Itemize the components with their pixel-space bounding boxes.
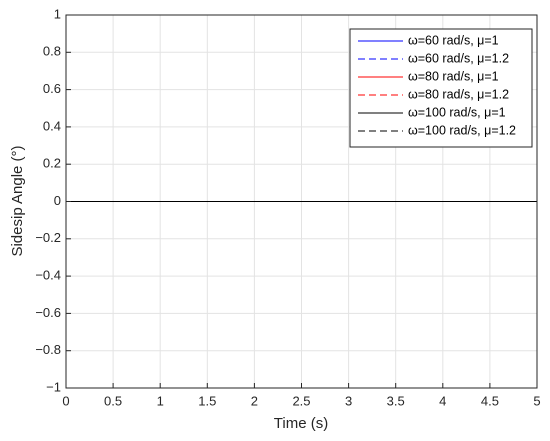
y-tick-label: −0.6 [35, 305, 61, 320]
x-tick-label: 1.5 [198, 393, 216, 408]
x-tick-label: 0 [62, 393, 69, 408]
legend-label: ω=80 rad/s, μ=1.2 [408, 87, 509, 101]
x-tick-label: 5 [533, 393, 540, 408]
legend-label: ω=60 rad/s, μ=1 [408, 33, 499, 47]
x-tick-label: 1 [157, 393, 164, 408]
y-tick-label: −0.4 [35, 268, 61, 283]
y-tick-label: −1 [46, 379, 61, 394]
legend: ω=60 rad/s, μ=1 ω=60 rad/s, μ=1.2 ω=80 rad… [349, 28, 533, 148]
y-tick-label: 0.6 [43, 81, 61, 96]
x-tick-label: 4.5 [481, 393, 499, 408]
legend-label: ω=60 rad/s, μ=1.2 [408, 51, 509, 65]
y-tick-label: 0.4 [43, 118, 61, 133]
legend-label: ω=100 rad/s, μ=1.2 [408, 123, 516, 137]
x-tick-label: 2.5 [292, 393, 310, 408]
x-tick-label: 0.5 [104, 393, 122, 408]
x-tick-label: 4 [439, 393, 446, 408]
legend-label: ω=100 rad/s, μ=1 [408, 105, 506, 119]
x-axis-label: Time (s) [274, 415, 328, 432]
y-tick-label: 1 [54, 6, 61, 21]
y-tick-label: 0.8 [43, 44, 61, 59]
y-tick-label: −0.2 [35, 230, 61, 245]
y-tick-label: −0.8 [35, 342, 61, 357]
x-tick-label: 3.5 [387, 393, 405, 408]
y-tick-label: 0 [54, 193, 61, 208]
x-tick-label: 2 [251, 393, 258, 408]
y-tick-label: 0.2 [43, 156, 61, 171]
legend-label: ω=80 rad/s, μ=1 [408, 69, 499, 83]
y-axis-label: Sidesip Angle (°) [9, 145, 26, 256]
x-tick-label: 3 [345, 393, 352, 408]
legend-box [349, 28, 533, 148]
